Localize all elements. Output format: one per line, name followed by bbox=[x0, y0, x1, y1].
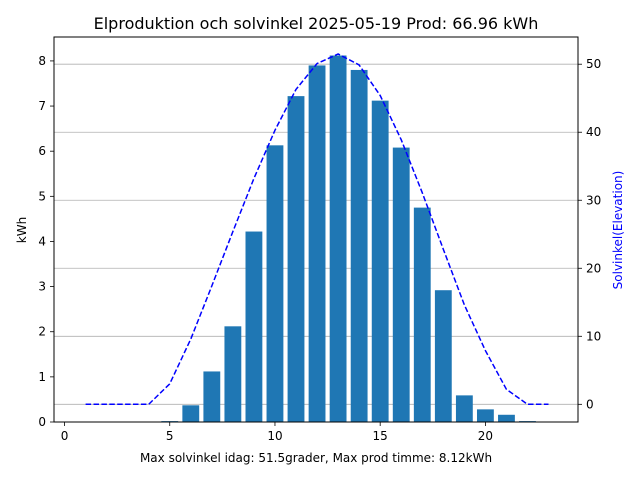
chart-title: Elproduktion och solvinkel 2025-05-19 Pr… bbox=[94, 14, 539, 33]
bar-5 bbox=[266, 145, 284, 423]
x-axis-label: Max solvinkel idag: 51.5grader, Max prod… bbox=[140, 451, 492, 465]
y2-tick-label-5: 50 bbox=[586, 57, 601, 71]
y-tick-label-0: 0 bbox=[38, 415, 46, 429]
bar-13 bbox=[434, 290, 452, 422]
y-tick-label-7: 7 bbox=[38, 99, 46, 113]
bar-16 bbox=[498, 414, 515, 422]
y2-tick-label-0: 0 bbox=[586, 397, 594, 411]
y2-tick-label-3: 30 bbox=[586, 193, 601, 207]
y2-tick-label-1: 10 bbox=[586, 329, 601, 343]
y-axis-label: kWh bbox=[15, 217, 29, 243]
bar-14 bbox=[455, 395, 473, 422]
x-tick-label-3: 15 bbox=[373, 429, 388, 443]
y-axis-left: 0 1 2 3 4 5 6 7 8 bbox=[38, 54, 54, 429]
bar-12 bbox=[413, 207, 431, 422]
y-tick-label-5: 5 bbox=[38, 189, 46, 203]
plot-frame bbox=[53, 36, 579, 423]
x-axis: 0 5 10 15 20 bbox=[61, 422, 493, 443]
bar-3 bbox=[224, 326, 242, 422]
bar-2 bbox=[203, 371, 221, 422]
bar-6 bbox=[287, 96, 305, 422]
y-tick-label-4: 4 bbox=[38, 234, 46, 248]
y2-axis-label: Solvinkel(Elevation) bbox=[611, 171, 625, 290]
x-tick-label-4: 20 bbox=[478, 429, 493, 443]
y-tick-label-1: 1 bbox=[38, 370, 46, 384]
bar-15 bbox=[476, 409, 494, 422]
elevation-series-line bbox=[85, 53, 549, 406]
y-tick-label-6: 6 bbox=[38, 144, 46, 158]
bar-8 bbox=[329, 55, 347, 422]
y2-tick-label-2: 20 bbox=[586, 261, 601, 275]
bar-7 bbox=[308, 65, 326, 422]
bar-11 bbox=[392, 147, 410, 422]
bars bbox=[161, 55, 536, 423]
bar-1 bbox=[182, 405, 200, 422]
x-tick-label-1: 5 bbox=[166, 429, 174, 443]
y-tick-label-2: 2 bbox=[38, 325, 46, 339]
y-axis-right: 0 10 20 30 40 50 bbox=[578, 57, 601, 411]
y-tick-label-8: 8 bbox=[38, 54, 46, 68]
bar-4 bbox=[245, 231, 263, 422]
y-tick-label-3: 3 bbox=[38, 280, 46, 294]
elevation-line bbox=[85, 53, 549, 406]
x-tick-label-2: 10 bbox=[267, 429, 282, 443]
y2-tick-label-4: 40 bbox=[586, 125, 601, 139]
x-tick-label-0: 0 bbox=[61, 429, 69, 443]
bar-9 bbox=[350, 69, 368, 422]
bar-10 bbox=[371, 100, 389, 423]
